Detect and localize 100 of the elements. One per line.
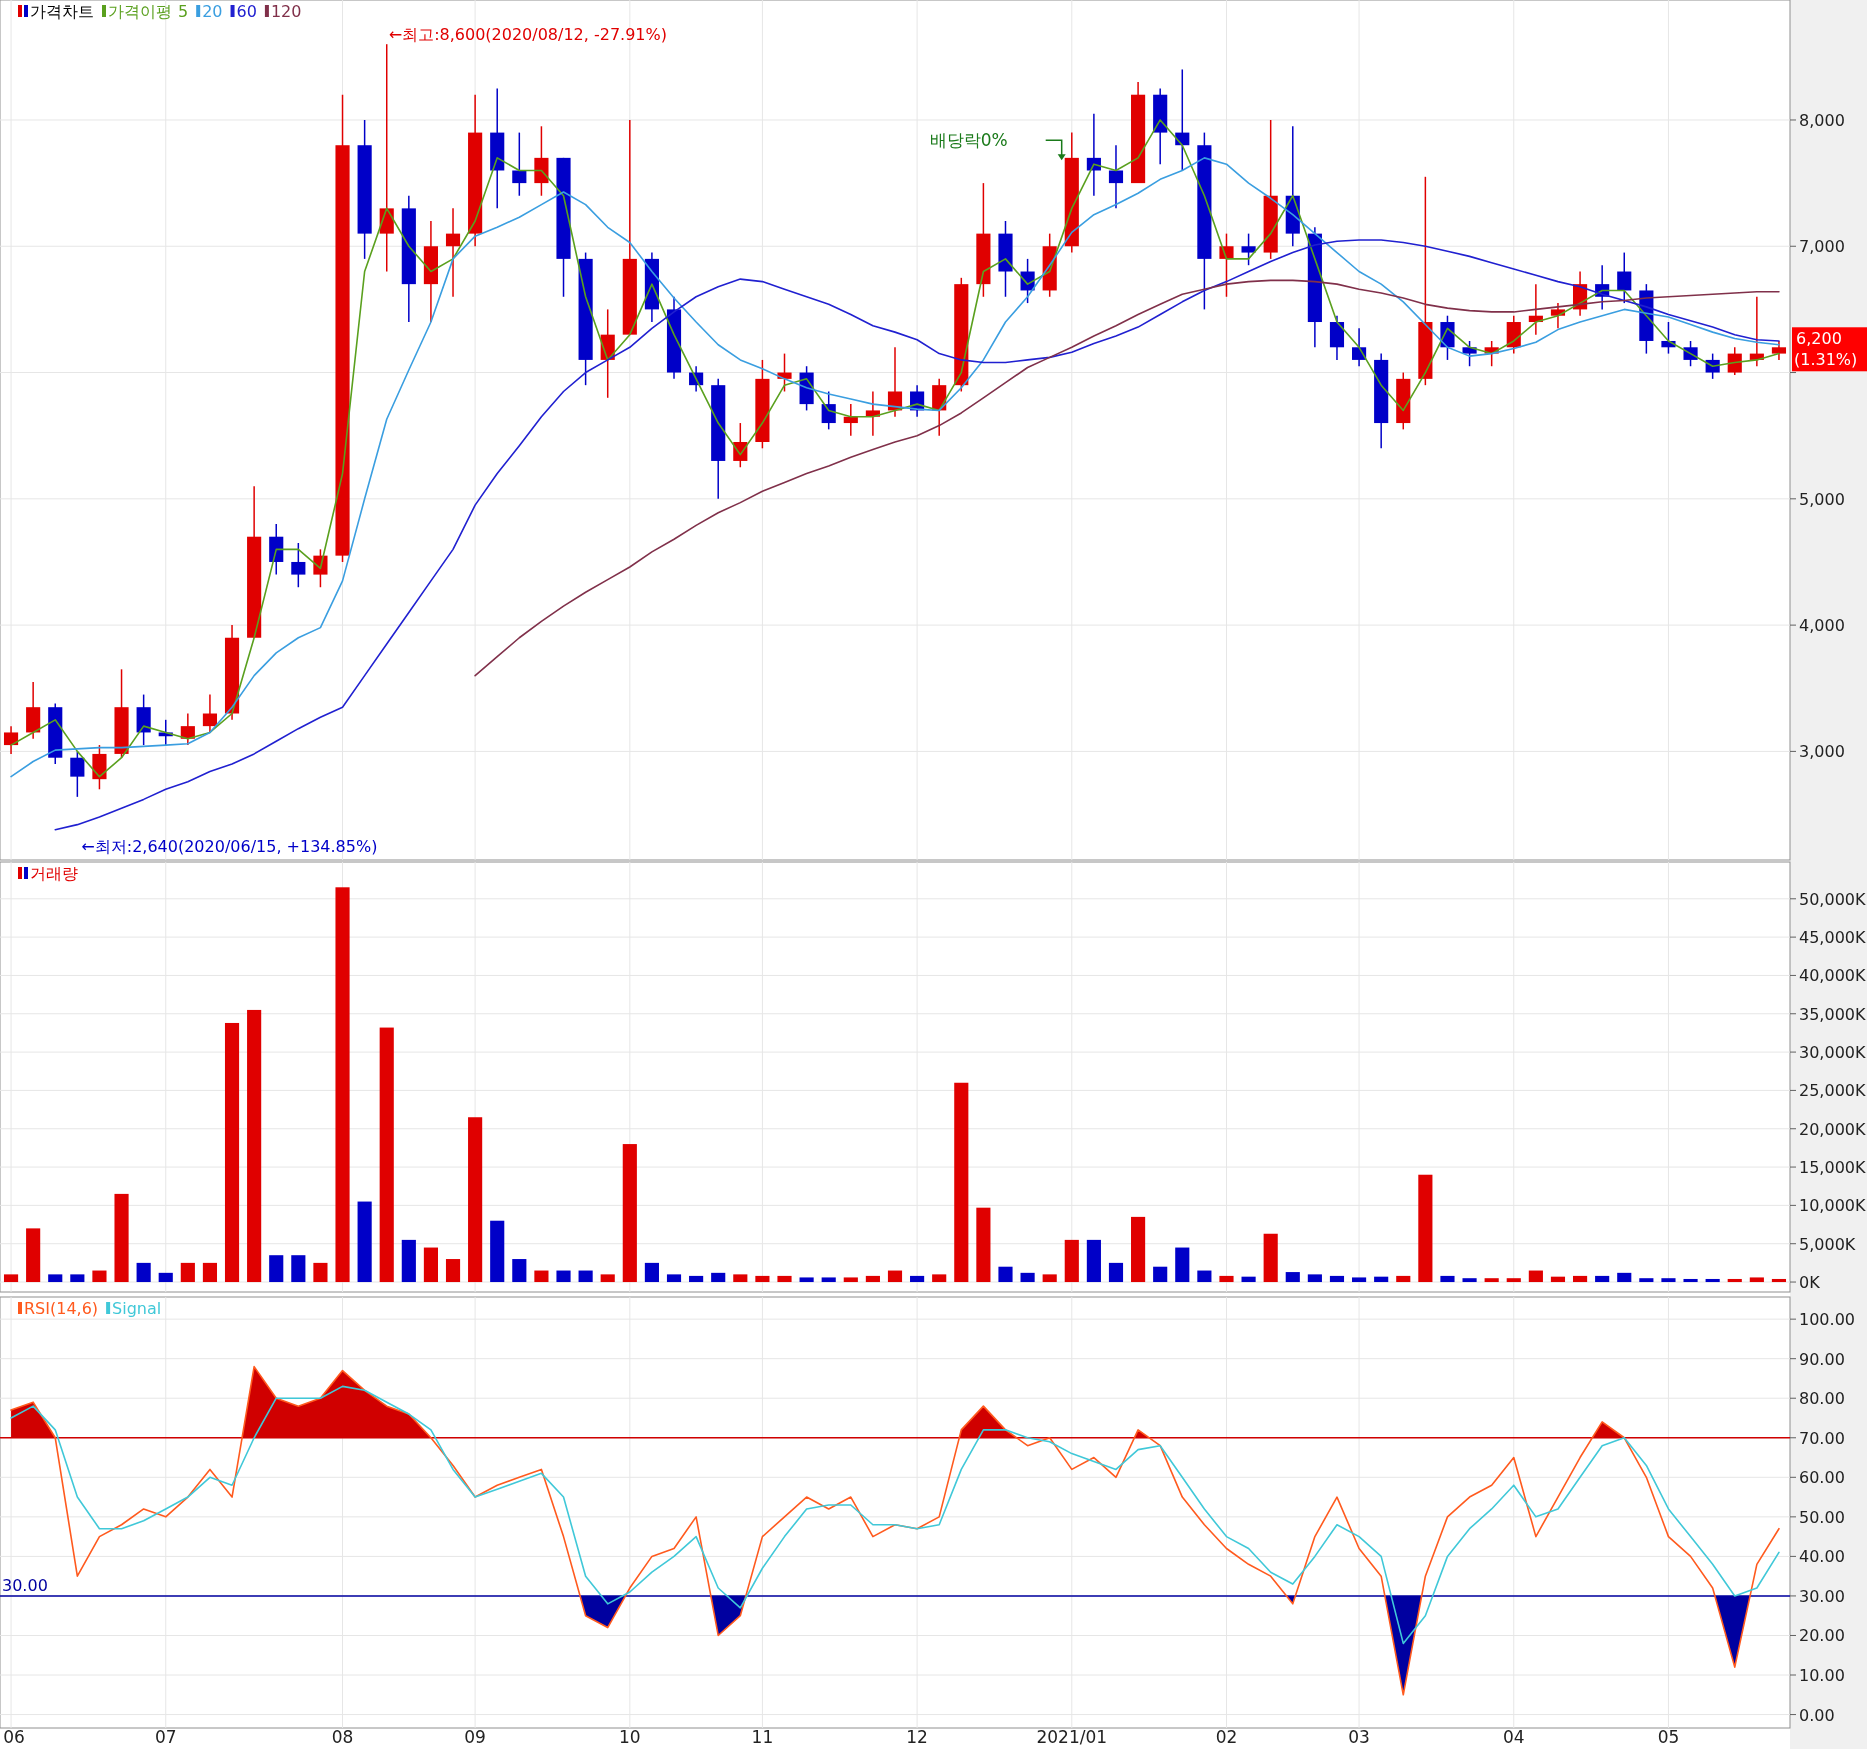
y-tick-label: 7,000 bbox=[1799, 237, 1845, 257]
x-tick-label: 07 bbox=[154, 1727, 177, 1747]
x-tick-label: 11 bbox=[751, 1727, 774, 1747]
x-tick-label: 06 bbox=[3, 1727, 25, 1747]
bar bbox=[1263, 1233, 1278, 1283]
bar bbox=[48, 1274, 63, 1283]
bar bbox=[490, 1220, 505, 1283]
bar bbox=[92, 1270, 107, 1283]
y-tick-label: 0K bbox=[1799, 1273, 1821, 1293]
bar bbox=[1749, 1277, 1764, 1283]
x-tick-label: 02 bbox=[1215, 1727, 1238, 1747]
bar bbox=[689, 1275, 704, 1283]
bar bbox=[1572, 1275, 1588, 1283]
y-tick-label: 30,000K bbox=[1799, 1043, 1866, 1063]
bar bbox=[1241, 1276, 1256, 1283]
candlestick bbox=[291, 542, 306, 588]
x-tick-label: 05 bbox=[1657, 1727, 1680, 1747]
text: (1.31%) bbox=[1794, 350, 1858, 370]
bar bbox=[976, 1207, 991, 1283]
bar bbox=[1175, 1247, 1190, 1283]
bar bbox=[70, 1274, 85, 1283]
y-tick-label: 3,000 bbox=[1799, 742, 1845, 762]
bar bbox=[777, 1275, 792, 1283]
bar bbox=[1418, 1174, 1433, 1283]
bar bbox=[799, 1277, 814, 1283]
y-tick-label: 0.00 bbox=[1799, 1705, 1835, 1725]
legend-label: 120 bbox=[270, 2, 302, 21]
legend-label: 20 bbox=[202, 2, 223, 21]
bar bbox=[644, 1262, 659, 1283]
y-tick-label: 60.00 bbox=[1799, 1468, 1845, 1488]
y-tick-label: 5,000K bbox=[1799, 1234, 1856, 1254]
bar bbox=[180, 1262, 195, 1283]
bar bbox=[1462, 1278, 1477, 1283]
x-tick-label: 08 bbox=[331, 1727, 354, 1747]
bar bbox=[534, 1270, 549, 1283]
bar bbox=[1108, 1262, 1124, 1283]
candlestick bbox=[1727, 346, 1742, 376]
y-tick-label: 70.00 bbox=[1799, 1428, 1845, 1448]
bar bbox=[445, 1259, 461, 1283]
bar bbox=[1617, 1272, 1632, 1283]
y-tick-label: 50.00 bbox=[1799, 1507, 1845, 1527]
candlestick bbox=[821, 390, 836, 431]
annotation: ←최고:8,600(2020/08/12, -27.91%) bbox=[388, 25, 667, 45]
y-tick-label: 5,000 bbox=[1799, 489, 1845, 509]
candlestick bbox=[512, 131, 527, 197]
legend-label: 60 bbox=[236, 2, 257, 21]
bar bbox=[1086, 1239, 1101, 1283]
bar bbox=[998, 1266, 1013, 1283]
bar bbox=[711, 1272, 726, 1283]
bar bbox=[1307, 1274, 1322, 1283]
y-tick-label: 10,000K bbox=[1799, 1196, 1866, 1216]
bar bbox=[556, 1270, 571, 1283]
y-tick-label: 35,000K bbox=[1799, 1004, 1866, 1024]
bar bbox=[932, 1274, 947, 1283]
y-tick-label: 4,000 bbox=[1799, 616, 1845, 636]
y-tick-label: 8,000 bbox=[1799, 110, 1845, 130]
bar bbox=[26, 1228, 41, 1283]
x-tick-label: 2021/01 bbox=[1036, 1727, 1108, 1747]
y-tick-label: 30.00 bbox=[1799, 1586, 1845, 1606]
text: 5 bbox=[178, 2, 189, 21]
bar bbox=[512, 1259, 527, 1283]
bar bbox=[1153, 1266, 1168, 1283]
y-tick-label: 20,000K bbox=[1799, 1119, 1866, 1139]
bar bbox=[202, 1262, 218, 1283]
bar bbox=[1396, 1275, 1411, 1283]
bar bbox=[1528, 1270, 1543, 1283]
candlestick bbox=[70, 750, 85, 798]
y-tick-label: 15,000K bbox=[1799, 1158, 1866, 1178]
bar bbox=[578, 1270, 593, 1283]
bar bbox=[821, 1277, 836, 1283]
y-tick-label: 10.00 bbox=[1799, 1666, 1845, 1686]
bar bbox=[1020, 1272, 1035, 1283]
x-tick-label: 09 bbox=[464, 1727, 486, 1747]
y-tick-label: 90.00 bbox=[1799, 1349, 1845, 1369]
bar bbox=[379, 1027, 394, 1283]
bar bbox=[733, 1274, 748, 1283]
candlestick bbox=[1241, 232, 1256, 266]
candlestick bbox=[1771, 340, 1787, 361]
bar bbox=[1705, 1278, 1720, 1283]
text: 6,200 bbox=[1796, 329, 1842, 349]
bar bbox=[755, 1275, 770, 1283]
bar bbox=[3, 1274, 19, 1283]
bar bbox=[1440, 1275, 1455, 1283]
bar bbox=[224, 1022, 240, 1283]
bar bbox=[1639, 1278, 1654, 1283]
x-tick-label: 12 bbox=[906, 1727, 928, 1747]
bar bbox=[1484, 1278, 1499, 1283]
bar bbox=[1285, 1272, 1300, 1283]
bar bbox=[114, 1193, 129, 1283]
legend-label: RSI(14,6) bbox=[24, 1299, 99, 1318]
bar bbox=[136, 1262, 151, 1283]
line-series bbox=[54, 239, 1780, 831]
bar bbox=[335, 887, 350, 1283]
candlestick bbox=[1219, 232, 1234, 298]
candlestick bbox=[1617, 251, 1632, 304]
bar bbox=[423, 1247, 438, 1283]
bar bbox=[843, 1277, 858, 1283]
bar bbox=[887, 1270, 903, 1283]
bar bbox=[1374, 1276, 1389, 1283]
legend-label: 가격차트 bbox=[30, 2, 94, 21]
